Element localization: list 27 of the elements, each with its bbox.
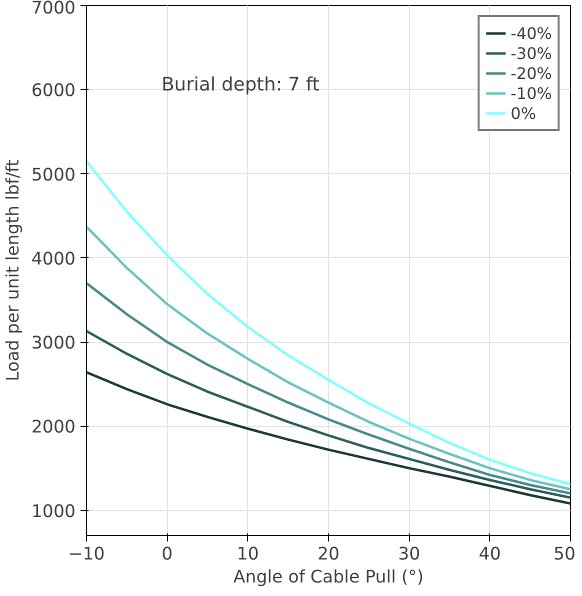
x-tick-label: 10 (236, 544, 259, 564)
legend-label: 0% (510, 104, 536, 122)
line-series (86, 226, 570, 490)
annotation: Burial depth: 7 ft (162, 74, 320, 96)
line-series (86, 371, 570, 505)
line-series (86, 282, 570, 495)
legend-label: -30% (510, 44, 552, 62)
x-axis-title: Angle of Cable Pull (°) (233, 568, 424, 588)
x-tick-label: 40 (478, 544, 501, 564)
legend-label: -10% (510, 84, 552, 102)
legend-label: -40% (510, 24, 552, 42)
x-tick-label: −10 (68, 544, 105, 564)
x-tick-label: 30 (398, 544, 420, 564)
x-tick-label: 20 (317, 544, 340, 564)
x-tick-label: 50 (553, 544, 576, 564)
line-series (86, 160, 570, 486)
y-tick-label: 7000 (31, 0, 76, 18)
y-tick-label: 3000 (31, 334, 76, 354)
legend-label: -20% (510, 64, 552, 82)
x-tick-label: 0 (162, 544, 173, 564)
line-series (86, 330, 570, 499)
y-tick-label: 4000 (31, 249, 76, 270)
y-axis-title: Load per unit length lbf/ft (3, 160, 24, 382)
y-tick-label: 2000 (31, 418, 76, 438)
y-tick-label: 6000 (31, 81, 76, 102)
y-tick-label: 5000 (31, 165, 76, 186)
y-tick-label: 1000 (31, 502, 76, 522)
